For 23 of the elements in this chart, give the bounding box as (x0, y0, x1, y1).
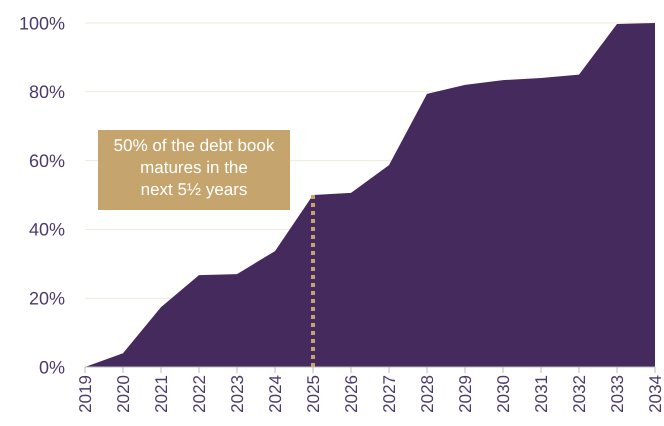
x-tick-label: 2020 (114, 375, 133, 413)
x-tick-label: 2031 (532, 375, 551, 413)
x-tick-label: 2032 (570, 375, 589, 413)
x-tick-label: 2033 (608, 375, 627, 413)
x-tick-label: 2027 (380, 375, 399, 413)
y-tick-label: 60% (28, 150, 65, 171)
x-tick-label: 2023 (228, 375, 247, 413)
y-tick-label: 80% (28, 82, 65, 102)
x-tick-label: 2034 (646, 375, 664, 413)
x-tick-label: 2022 (190, 375, 209, 413)
y-tick-label: 20% (28, 288, 65, 308)
y-tick-label: 100% (18, 13, 65, 34)
annotation: 50% of the debt book matures in the next 5½ years (114, 136, 275, 199)
x-tick-label: 2029 (456, 375, 475, 413)
x-tick-label: 2021 (152, 375, 171, 413)
y-tick-label: 0% (38, 357, 65, 378)
x-tick-label: 2030 (494, 375, 513, 413)
x-tick-label: 2024 (266, 375, 285, 413)
x-tick-label: 2028 (418, 375, 437, 413)
x-tick-label: 2026 (342, 375, 361, 413)
x-tick-label: 2019 (76, 375, 95, 413)
x-tick-label: 2025 (304, 375, 323, 413)
y-tick-label: 40% (28, 220, 65, 240)
